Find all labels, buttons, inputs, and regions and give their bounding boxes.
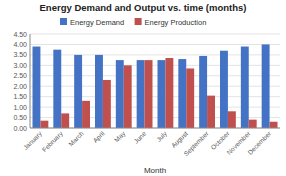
y-tick-label: 4.00 (13, 41, 27, 48)
y-tick-label: 4.50 (13, 31, 27, 38)
bar (95, 55, 103, 128)
legend-swatch (60, 18, 67, 25)
bar (178, 59, 186, 128)
y-axis-line (30, 34, 31, 128)
bar (33, 47, 41, 128)
bar (249, 120, 257, 128)
bar (82, 101, 90, 128)
bar (207, 96, 215, 128)
legend: Energy Demand Energy Production (60, 18, 206, 27)
legend-label: Energy Demand (70, 18, 124, 27)
bar (103, 80, 111, 128)
y-tick-label: 0.50 (13, 114, 27, 121)
bar (186, 68, 194, 128)
legend-swatch (135, 18, 142, 25)
bar (241, 47, 249, 128)
bar (116, 60, 124, 128)
x-tick-label: April (91, 129, 106, 144)
grid-line (30, 128, 280, 129)
page: {"chart_data": {"type": "bar", "title": … (0, 0, 286, 176)
bar (137, 60, 145, 128)
y-tick-label: 2.50 (13, 72, 27, 79)
y-tick-label: 3.00 (13, 62, 27, 69)
bars (33, 44, 278, 128)
x-axis-label: Month (144, 166, 166, 175)
legend-label: Energy Production (145, 18, 207, 27)
x-tick-label: May (113, 129, 128, 144)
x-axis-line (30, 128, 280, 129)
y-tick-label: 1.50 (13, 93, 27, 100)
bar (40, 121, 48, 128)
bar (262, 44, 270, 128)
x-tick-label: February (41, 129, 66, 154)
y-tick-label: 1.00 (13, 104, 27, 111)
grid-line (30, 44, 280, 45)
bar (53, 50, 61, 128)
bar (61, 113, 69, 128)
x-tick-label: March (67, 129, 85, 147)
x-tick-label: June (132, 129, 147, 144)
bar (124, 65, 132, 128)
x-tick-label: December (246, 129, 273, 156)
title: Energy Demand and Output vs. time (month… (40, 2, 247, 13)
bar (220, 51, 228, 128)
x-tick-label: September (182, 129, 211, 158)
chart: Energy Demand and Output vs. time (month… (0, 0, 286, 176)
grid-line (30, 34, 280, 35)
y-tick-label: 3.50 (13, 51, 27, 58)
bar (74, 55, 82, 128)
bar (145, 60, 153, 128)
bar (158, 60, 166, 128)
bar (270, 122, 278, 128)
bar (228, 111, 236, 128)
x-tick-label: July (155, 129, 169, 143)
y-axis: 0.00 0.50 1.00 1.50 2.00 2.50 3.00 3.50 4.00 4.50 (13, 31, 280, 132)
bar (165, 58, 173, 128)
x-axis: JanuaryFebruaryMarchAprilMayJuneJulyAugu… (22, 34, 280, 158)
bar (199, 56, 207, 128)
y-tick-label: 0.00 (13, 125, 27, 132)
y-tick-label: 2.00 (13, 83, 27, 90)
